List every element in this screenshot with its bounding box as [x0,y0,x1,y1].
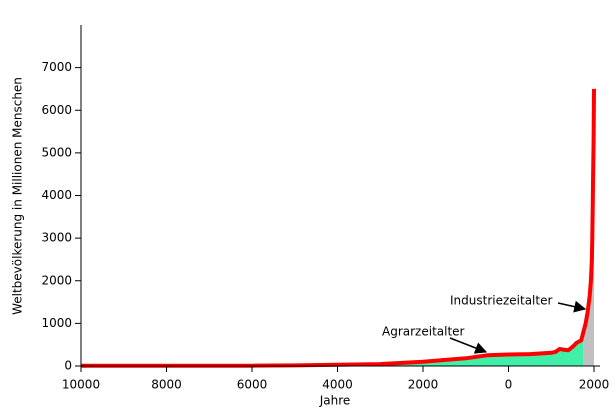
x-tick-label: 2000 [408,378,439,392]
y-tick-label: 5000 [41,145,72,159]
x-tick-label: 2000 [579,378,610,392]
x-tick-label: 6000 [237,378,268,392]
y-tick-label: 4000 [41,188,72,202]
y-tick-label: 3000 [41,231,72,245]
y-tick-label: 1000 [41,316,72,330]
annotation-arrow [449,337,488,354]
y-axis-label: Weltbevölkerung in Millionen Menschen [11,77,25,315]
x-tick-label: 8000 [151,378,182,392]
population-line [81,88,596,368]
y-tick-label: 2000 [41,273,72,287]
x-tick-label: 0 [505,378,513,392]
y-tick-label: 6000 [41,103,72,117]
y-tick-label: 0 [64,359,72,373]
era-area [583,88,594,366]
x-tick-label: 10000 [62,378,100,392]
annotation: Agrarzeitalter [382,325,465,339]
era-area [380,332,584,366]
x-axis-label: Jahre [319,394,351,408]
x-tick-label: 4000 [322,378,353,392]
annotation-arrow [557,300,587,313]
annotation: Industriezeitalter [450,294,552,308]
y-tick-label: 7000 [41,60,72,74]
plot-area [81,88,596,368]
